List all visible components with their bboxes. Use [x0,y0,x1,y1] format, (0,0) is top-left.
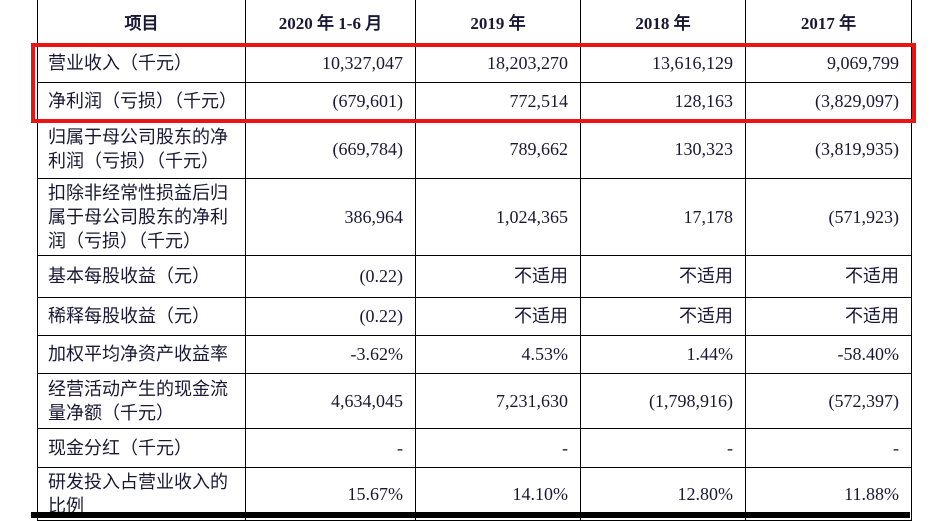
cell-value: 不适用 [415,296,581,336]
cell-value: 不适用 [745,296,912,336]
cell-value: -3.62% [245,334,416,374]
cell-value: (679,601) [245,81,416,121]
table-row: 扣除非经常性损益后归 属于母公司股东的净利 润（亏损）（千元） 386,964 1,… [37,177,912,256]
column-header-2: 2019 年 [415,0,581,44]
cell-value: (0.22) [245,254,416,298]
row-label: 扣除非经常性损益后归 属于母公司股东的净利 润（亏损）（千元） [37,177,246,256]
table-row: 稀释每股收益（元） (0.22) 不适用 不适用 不适用 [37,296,912,336]
cell-value: 4,634,045 [245,372,416,429]
row-label: 营业收入（千元） [37,42,246,83]
cell-value: 14.10% [415,466,581,521]
cell-value: (669,784) [245,119,416,179]
cell-value: 11.88% [745,466,912,521]
table-row: 经营活动产生的现金流 量净额（千元） 4,634,045 7,231,630 (1,7… [37,372,912,429]
cell-value: 1,024,365 [415,177,581,256]
cell-value: 10,327,047 [245,42,416,83]
cell-value: 128,163 [580,81,746,121]
cell-value: - [580,427,746,468]
column-header-1: 2020 年 1-6 月 [245,0,416,44]
row-label: 净利润（亏损）（千元） [37,81,246,121]
cell-value: - [745,427,912,468]
cell-value: 9,069,799 [745,42,912,83]
cell-value: 789,662 [415,119,581,179]
column-header-4: 2017 年 [745,0,912,44]
row-label: 经营活动产生的现金流 量净额（千元） [37,372,246,429]
cell-value: 7,231,630 [415,372,581,429]
table-row: 加权平均净资产收益率 -3.62% 4.53% 1.44% -58.40% [37,334,912,374]
cell-value: 13,616,129 [580,42,746,83]
cell-value: 130,323 [580,119,746,179]
financial-summary-table: 项目 2020 年 1-6 月 2019 年 2018 年 2017 年 营业收入（千元… [37,0,912,521]
cell-value: 不适用 [745,254,912,298]
table-row: 基本每股收益（元） (0.22) 不适用 不适用 不适用 [37,254,912,298]
cell-value: (3,829,097) [745,81,912,121]
table-bottom-rule [31,512,910,518]
table-row: 归属于母公司股东的净 利润（亏损）（千元） (669,784) 789,662 130… [37,119,912,179]
column-header-0: 项目 [37,0,246,44]
cell-value: 12.80% [580,466,746,521]
cell-value: (572,397) [745,372,912,429]
row-label: 归属于母公司股东的净 利润（亏损）（千元） [37,119,246,179]
cell-value: (0.22) [245,296,416,336]
cell-value: - [245,427,416,468]
cell-value: (3,819,935) [745,119,912,179]
cell-value: 386,964 [245,177,416,256]
row-label: 加权平均净资产收益率 [37,334,246,374]
cell-value: - [415,427,581,468]
cell-value: -58.40% [745,334,912,374]
row-label: 现金分红（千元） [37,427,246,468]
cell-value: 17,178 [580,177,746,256]
table-row: 营业收入（千元） 10,327,047 18,203,270 13,616,129 9,… [37,42,912,83]
row-label: 研发投入占营业收入的 比例 [37,466,246,521]
table-row: 研发投入占营业收入的 比例 15.67% 14.10% 12.80% 11.88% [37,466,912,521]
cell-value: 不适用 [580,296,746,336]
cell-value: 1.44% [580,334,746,374]
cell-value: 15.67% [245,466,416,521]
cell-value: 772,514 [415,81,581,121]
row-label: 基本每股收益（元） [37,254,246,298]
cell-value: 18,203,270 [415,42,581,83]
table-row: 现金分红（千元） - - - - [37,427,912,468]
cell-value: (571,923) [745,177,912,256]
row-label: 稀释每股收益（元） [37,296,246,336]
cell-value: 不适用 [415,254,581,298]
column-header-3: 2018 年 [580,0,746,44]
cell-value: (1,798,916) [580,372,746,429]
table-row: 净利润（亏损）（千元） (679,601) 772,514 128,163 (3,829… [37,81,912,121]
cell-value: 不适用 [580,254,746,298]
table-header-row: 项目 2020 年 1-6 月 2019 年 2018 年 2017 年 [37,0,912,44]
cell-value: 4.53% [415,334,581,374]
